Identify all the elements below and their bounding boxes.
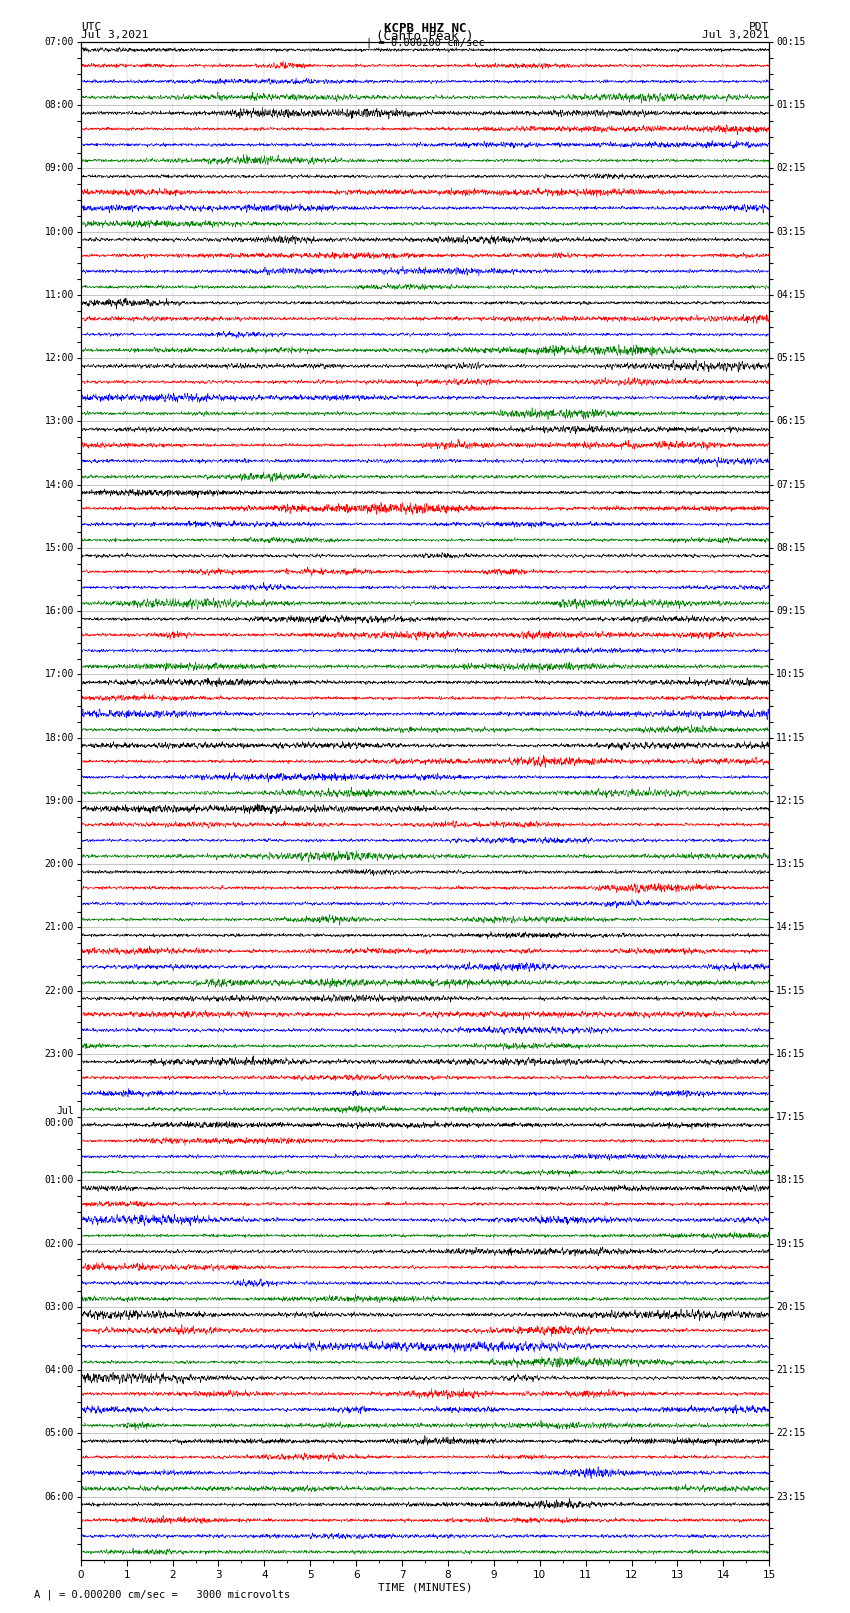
X-axis label: TIME (MINUTES): TIME (MINUTES) [377,1582,473,1594]
Text: Jul 3,2021: Jul 3,2021 [702,31,769,40]
Text: Jul 3,2021: Jul 3,2021 [81,31,148,40]
Text: A | = 0.000200 cm/sec =   3000 microvolts: A | = 0.000200 cm/sec = 3000 microvolts [34,1589,290,1600]
Text: PDT: PDT [749,23,769,32]
Text: KCPB HHZ NC: KCPB HHZ NC [383,23,467,35]
Text: UTC: UTC [81,23,101,32]
Text: | = 0.000200 cm/sec: | = 0.000200 cm/sec [366,37,484,48]
Text: (Cahto Peak ): (Cahto Peak ) [377,31,473,44]
